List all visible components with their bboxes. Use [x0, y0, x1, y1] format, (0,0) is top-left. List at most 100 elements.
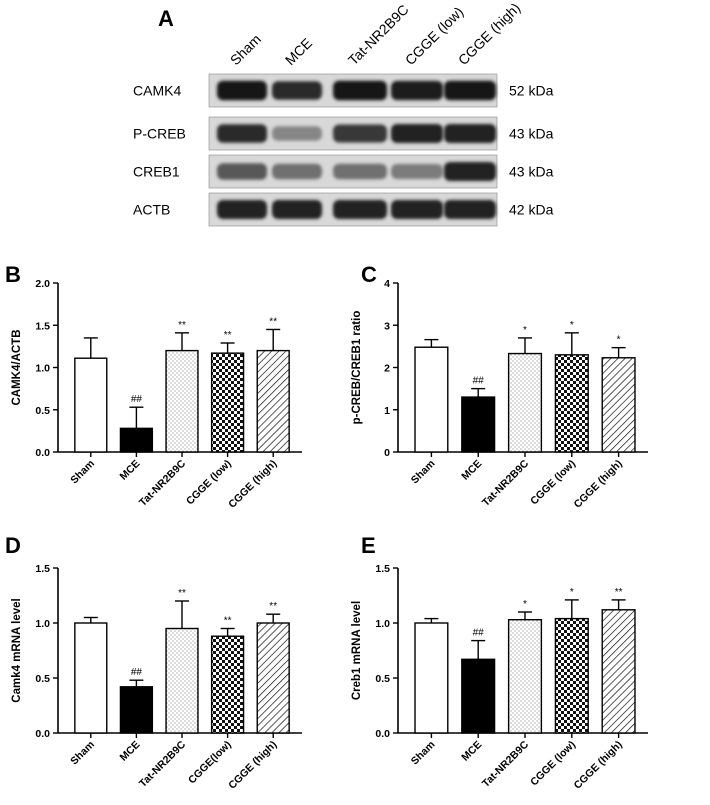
category-label: CGGE (high) [226, 458, 279, 511]
blot-band [217, 80, 267, 101]
significance-marker: * [570, 320, 574, 331]
blot-band [391, 80, 443, 101]
bar [165, 627, 199, 734]
bar [414, 346, 449, 453]
category-label: MCE [118, 458, 143, 483]
bar [507, 619, 543, 734]
blot-band [272, 81, 322, 100]
lane-label: CGGE (high) [455, 0, 524, 68]
category-label: MCE [118, 739, 143, 764]
blot-row-label: CREB1 [133, 164, 180, 180]
significance-marker: * [617, 335, 621, 346]
category-label: CGGE (high) [572, 739, 625, 792]
bar [554, 354, 589, 453]
category-label: MCE [459, 458, 484, 483]
category-label: Sham [68, 458, 97, 487]
category-label: CGGE (high) [572, 458, 625, 511]
panel-letter-a: A [158, 6, 174, 31]
blot-band [391, 200, 443, 219]
y-tick-label: 3 [384, 320, 390, 332]
y-tick-label: 2.0 [35, 278, 50, 290]
category-label: Sham [409, 458, 438, 487]
blot-band [217, 124, 267, 143]
y-tick-label: 2 [384, 363, 390, 375]
significance-marker: ** [615, 587, 623, 598]
significance-marker: ** [224, 616, 232, 627]
blot-band [444, 124, 496, 143]
y-tick-label: 0.0 [35, 447, 50, 459]
bar [210, 352, 245, 453]
blot-band [333, 200, 387, 219]
y-tick-label: 1 [384, 405, 390, 417]
chart-panel-c: C 0 1 2 3 4 p-CREB/CREB1 ratio Sham ## MCE * Tat-NR… [351, 262, 648, 511]
bar [414, 622, 449, 734]
y-tick-label: 1.0 [375, 618, 390, 630]
significance-marker: ## [473, 376, 485, 387]
significance-marker: * [570, 587, 574, 598]
y-tick-label: 1.0 [35, 618, 50, 630]
bar [74, 357, 108, 453]
y-tick-label: 0.5 [35, 673, 50, 685]
panel-letter: E [361, 533, 376, 558]
y-tick-label: 1.5 [35, 563, 50, 575]
category-label: Tat-NR2B9C [480, 738, 532, 790]
lane-label: Tat-NR2B9C [345, 1, 412, 68]
bar [507, 352, 543, 453]
bar [119, 427, 154, 453]
category-label: Tat-NR2B9C [137, 457, 189, 509]
y-axis-title: CAMK4/ACTB [11, 329, 23, 405]
y-tick-label: 1.5 [375, 563, 390, 575]
bar [256, 622, 290, 734]
y-axis-title: Creb1 mRNA level [351, 601, 363, 700]
significance-marker: ** [269, 316, 277, 327]
blot-row: P-CREB 43 kDa [133, 116, 554, 151]
blot-row-size: 52 kDa [509, 83, 554, 99]
y-tick-label: 0.0 [375, 728, 390, 740]
chart-panel-e: E 0.0 0.5 1.0 1.5 Creb1 mRNA level Sham ## MCE * T… [351, 533, 648, 792]
y-tick-label: 1.0 [35, 363, 50, 375]
category-label: Tat-NR2B9C [137, 738, 189, 790]
chart-panel-d: D 0.0 0.5 1.0 1.5 Camk4 mRNA level Sham ## MCE **… [5, 533, 302, 792]
y-tick-label: 0.5 [375, 673, 390, 685]
bar [461, 396, 496, 453]
category-label: Sham [409, 739, 438, 768]
y-axis-title: p-CREB/CREB1 ratio [351, 311, 363, 425]
significance-marker: ** [269, 601, 277, 612]
chart-panel-b: B 0.0 0.5 1.0 1.5 2.0 CAMK4/ACTB Sham ## MCE ** Tat… [5, 262, 302, 511]
y-axis-title: Camk4 mRNA level [11, 598, 23, 702]
bar [461, 658, 496, 734]
category-label: CGGE (low) [184, 458, 234, 508]
bar [74, 622, 108, 734]
blot-band [391, 164, 443, 179]
blot-row-label: CAMK4 [133, 83, 181, 99]
blot-row-size: 42 kDa [509, 202, 554, 218]
significance-marker: ## [131, 394, 143, 405]
panel-letter: B [5, 262, 21, 287]
blot-row: ACTB 42 kDa [133, 192, 554, 227]
y-tick-label: 1.5 [35, 320, 50, 332]
blot-row-label: ACTB [133, 202, 170, 218]
blot-row: CAMK4 52 kDa [133, 73, 554, 108]
blot-band [444, 80, 496, 101]
significance-marker: * [523, 599, 527, 610]
blot-band [333, 80, 387, 101]
blot-row-label: P-CREB [133, 126, 186, 142]
bar [119, 686, 154, 734]
category-label: CGGE (low) [528, 739, 578, 789]
blot-band [444, 162, 496, 181]
blot-band [272, 126, 322, 141]
blot-band [272, 163, 322, 180]
blot-band [391, 124, 443, 143]
category-label: MCE [459, 739, 484, 764]
blot-band [272, 200, 322, 219]
y-tick-label: 4 [384, 278, 390, 290]
y-tick-label: 0.5 [35, 405, 50, 417]
blot-row-size: 43 kDa [509, 164, 554, 180]
blot-band [217, 163, 267, 180]
bar [210, 635, 245, 734]
bar [165, 349, 199, 453]
blot-band [444, 200, 496, 219]
blot-band [333, 163, 387, 180]
bar [601, 357, 636, 453]
bar [601, 609, 636, 734]
